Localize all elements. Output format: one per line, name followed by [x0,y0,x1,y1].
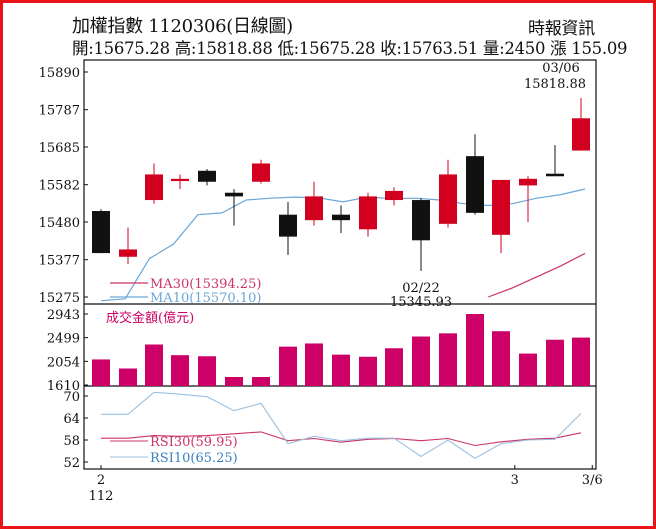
candle-body [412,200,430,241]
volume-y-tick-label: 2054 [47,355,80,370]
volume-bar [546,339,564,386]
volume-bar [519,353,537,386]
plot-area-border [83,59,597,470]
candle-body [305,196,323,221]
x-tick-label: 2 [97,473,105,488]
ma-line-ma30 [487,252,586,298]
low-annotation-date: 02/22 [402,281,439,296]
high-annotation-date: 03/06 [542,61,579,76]
volume-bar [492,331,510,386]
volume-bar [119,368,137,386]
volume-bar [252,377,270,386]
volume-bar [92,359,110,386]
volume-bar [279,346,297,386]
candle-body [279,214,297,237]
rsi-y-tick-label: 64 [63,412,80,427]
candle-body [252,163,270,182]
candle-body [145,174,163,201]
volume-bar [466,314,484,386]
volume-bar [412,336,430,386]
candle-body [546,173,564,177]
candle-body [439,174,457,224]
x-tick-label: 3 [511,473,519,488]
volume-bar [332,354,350,386]
candle-body [171,178,189,182]
volume-bar [359,356,377,386]
rsi30-legend-label: RSI30(59.95) [150,435,238,450]
candle-body [198,170,216,182]
rsi10-legend-label: RSI10(65.25) [150,451,238,466]
volume-bar [385,348,403,386]
volume-y-tick-label: 1610 [47,379,80,394]
ma10-legend-label: MA10(15570.10) [150,291,261,306]
rsi-y-tick-label: 70 [63,390,80,405]
volume-y-tick-label: 2943 [47,308,80,323]
volume-bar [198,356,216,386]
low-annotation-value: 15345.93 [390,295,452,310]
price-y-tick-label: 15582 [39,179,80,194]
volume-y-tick-label: 2499 [47,332,80,347]
candle-body [119,249,137,257]
price-y-tick-label: 15275 [39,291,80,306]
high-annotation-value: 15818.88 [524,77,586,92]
candle-body [466,156,484,213]
candle-body [492,179,510,235]
candle-body [225,192,243,197]
candle-body [519,178,537,186]
candle-body [385,190,403,201]
candle-body [572,118,590,151]
x-tick-label: 3/6 [582,473,603,488]
ohlc-stats: 開:15675.28 高:15818.88 低:15675.28 收:15763… [72,39,628,58]
volume-bar [439,333,457,386]
rsi-line-rsi10 [101,391,582,459]
volume-panel-title: 成交金額(億元) [106,310,194,326]
price-y-tick-label: 15480 [39,216,80,231]
price-y-tick-label: 15377 [39,254,80,269]
rsi-line-rsi30 [101,431,582,447]
volume-bar [572,337,590,386]
price-y-tick-label: 15685 [39,141,80,156]
x-tick-label: 112 [89,489,114,504]
volume-bar [225,377,243,386]
price-y-tick-label: 15890 [39,66,80,81]
candle-body [332,214,350,221]
candle-body [359,196,377,230]
volume-bar [171,355,189,386]
volume-bar [305,343,323,386]
ma30-legend-label: MA30(15394.25) [150,277,261,292]
candle-body [92,211,110,254]
rsi-y-tick-label: 52 [63,456,80,471]
source-label: 時報資訊 [528,19,595,39]
rsi-y-tick-label: 58 [63,434,80,449]
volume-bar [145,344,163,386]
chart-title: 加權指數 1120306(日線圖) [72,16,293,37]
price-y-tick-label: 15787 [39,104,80,119]
